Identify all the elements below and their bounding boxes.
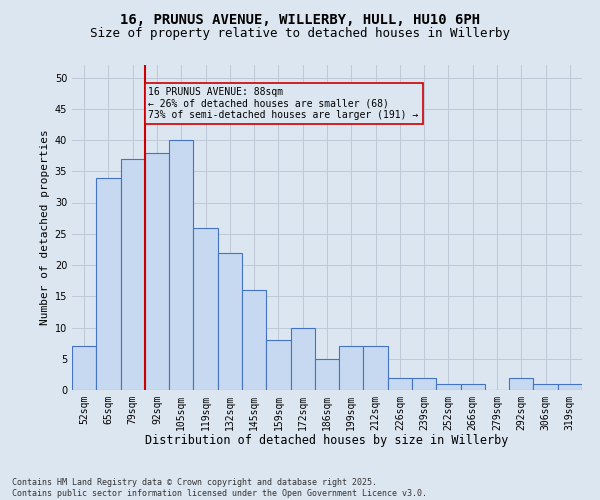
Bar [339,346,364,390]
Bar [72,346,96,390]
Text: Size of property relative to detached houses in Willerby: Size of property relative to detached ho… [90,28,510,40]
Bar [169,140,193,390]
Bar [193,228,218,390]
Text: 16 PRUNUS AVENUE: 88sqm
← 26% of detached houses are smaller (68)
73% of semi-de: 16 PRUNUS AVENUE: 88sqm ← 26% of detache… [149,87,419,120]
Bar [388,378,412,390]
Bar [364,346,388,390]
Bar [121,159,145,390]
Text: 16, PRUNUS AVENUE, WILLERBY, HULL, HU10 6PH: 16, PRUNUS AVENUE, WILLERBY, HULL, HU10 … [120,12,480,26]
Bar [533,384,558,390]
Bar [558,384,582,390]
Y-axis label: Number of detached properties: Number of detached properties [40,130,50,326]
Bar [242,290,266,390]
Bar [461,384,485,390]
X-axis label: Distribution of detached houses by size in Willerby: Distribution of detached houses by size … [145,434,509,448]
Bar [315,359,339,390]
Bar [145,152,169,390]
Bar [290,328,315,390]
Bar [266,340,290,390]
Bar [436,384,461,390]
Bar [218,252,242,390]
Bar [96,178,121,390]
Bar [412,378,436,390]
Bar [509,378,533,390]
Text: Contains HM Land Registry data © Crown copyright and database right 2025.
Contai: Contains HM Land Registry data © Crown c… [12,478,427,498]
